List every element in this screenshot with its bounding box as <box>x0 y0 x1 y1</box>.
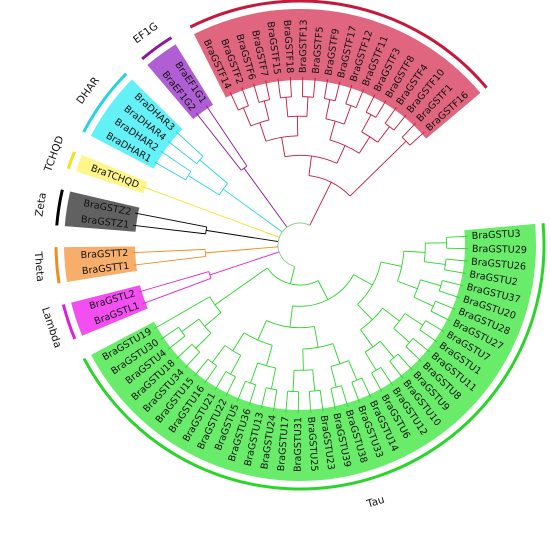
clade-arc-tchqd <box>68 152 74 169</box>
clade-label-tau: Tau <box>365 494 386 511</box>
clade-arc-theta <box>56 247 59 283</box>
clade-label-dhar: DHAR <box>74 75 102 107</box>
clade-label-ef1g: EF1G <box>131 20 160 46</box>
clade-bands <box>64 9 536 481</box>
clade-label-theta: Theta <box>32 250 47 282</box>
clade-label-tchqd: TCHQD <box>42 134 67 174</box>
leaf-bragstu29: BraGSTU29 <box>472 244 527 256</box>
leaf-bragstf13: BraGSTF13 <box>298 19 310 73</box>
leaf-bragstu31: BraGSTU31 <box>293 417 305 472</box>
clade-label-lambda: Lambda <box>39 306 64 350</box>
clade-label-zeta: Zeta <box>33 192 49 218</box>
leaf-bragstt2: BraGSTT2 <box>80 248 128 261</box>
clade-arc-zeta <box>57 190 63 226</box>
